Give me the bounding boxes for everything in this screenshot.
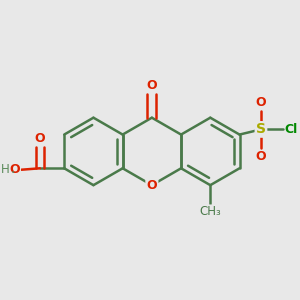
Text: O: O — [147, 79, 157, 92]
Text: .: . — [11, 162, 15, 176]
Text: S: S — [256, 122, 266, 136]
Text: Cl: Cl — [285, 123, 298, 136]
Text: O: O — [10, 163, 20, 176]
Text: O: O — [34, 132, 45, 145]
Text: O: O — [256, 150, 266, 163]
Text: CH₃: CH₃ — [200, 205, 221, 218]
Text: H: H — [1, 163, 9, 176]
Text: O: O — [147, 179, 157, 192]
Text: O: O — [256, 96, 266, 109]
